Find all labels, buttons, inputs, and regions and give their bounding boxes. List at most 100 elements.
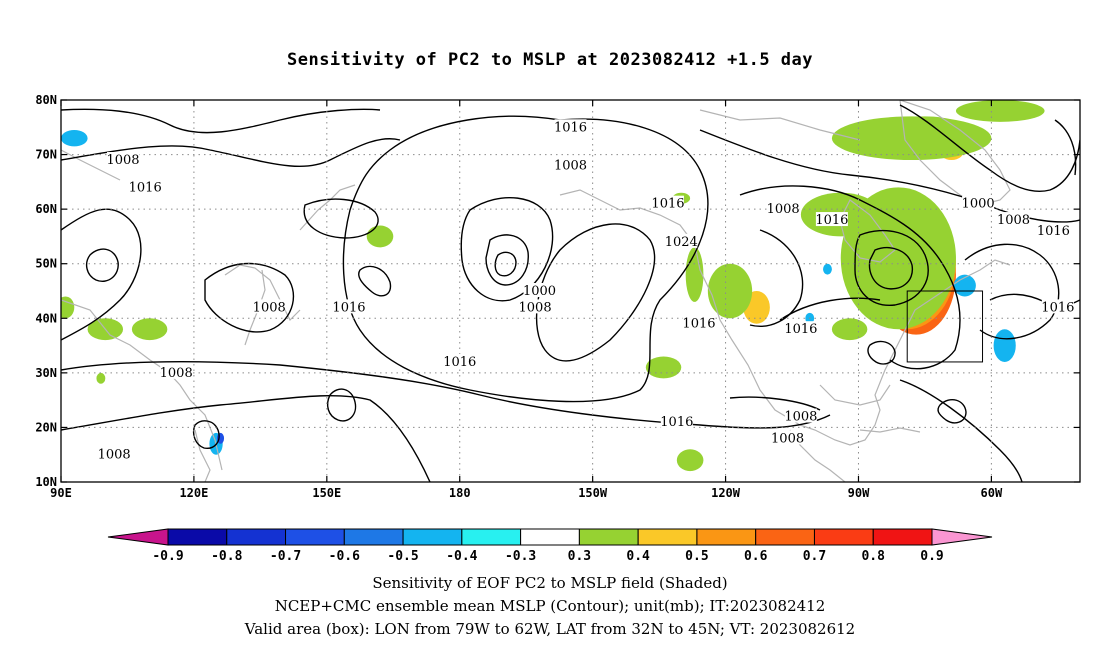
x-tick-label: 120W bbox=[711, 486, 741, 500]
colorbar-label: 0.9 bbox=[920, 549, 943, 564]
colorbar-arrow-left bbox=[107, 528, 169, 546]
coastline bbox=[819, 384, 891, 406]
contour-label: 1008 bbox=[784, 410, 817, 425]
shaded-region bbox=[61, 296, 75, 319]
shaded-region bbox=[707, 263, 753, 319]
coastline bbox=[699, 109, 861, 141]
y-tick-label: 20N bbox=[35, 420, 57, 434]
contour-label-bg bbox=[651, 195, 684, 210]
y-tick-label: 40N bbox=[35, 311, 57, 325]
colorbar-label: -0.4 bbox=[446, 549, 477, 564]
colorbar: -0.9 -0.8 -0.7 -0.6 -0.5 -0.4 -0.3 0.3 0.4 0.5 0.6… bbox=[107, 528, 993, 564]
shaded-region bbox=[993, 329, 1016, 362]
mslp-contour bbox=[699, 129, 1080, 223]
mslp-contour bbox=[964, 243, 1060, 340]
shaded-region bbox=[955, 100, 1045, 122]
mslp-contour bbox=[61, 208, 142, 341]
colorbar-box bbox=[285, 528, 345, 546]
y-tick-label: 50N bbox=[35, 257, 57, 271]
contour-label-bg bbox=[784, 408, 817, 423]
contour-label: 1016 bbox=[815, 213, 848, 228]
contour-label-bg bbox=[98, 446, 131, 461]
mslp-contour bbox=[192, 420, 220, 449]
contour-label: 1016 bbox=[660, 415, 693, 430]
mslp-contour bbox=[303, 198, 379, 239]
mslp-contour bbox=[204, 262, 295, 333]
plot-frame bbox=[60, 99, 1081, 483]
mslp-contour bbox=[867, 340, 896, 365]
x-tick-label: 90E bbox=[50, 486, 72, 500]
mslp-contour bbox=[899, 104, 1080, 192]
shaded-region bbox=[685, 247, 704, 302]
y-tick-label: 80N bbox=[35, 93, 57, 107]
shaded-region bbox=[61, 130, 88, 147]
chart-title: Sensitivity of PC2 to MSLP at 2023082412… bbox=[286, 50, 813, 70]
shaded-region bbox=[366, 225, 394, 248]
caption-valid-area: Valid area (box): LON from 79W to 62W, L… bbox=[244, 620, 856, 638]
coastline bbox=[839, 199, 896, 263]
y-tick-label: 30N bbox=[35, 366, 57, 380]
mslp-contour bbox=[485, 234, 529, 286]
contour-label-bg bbox=[660, 413, 693, 428]
x-tick-label: 150W bbox=[578, 486, 608, 500]
contour-label: 1016 bbox=[784, 322, 817, 337]
mslp-contour bbox=[535, 223, 656, 362]
contour-label-bg bbox=[332, 299, 365, 314]
mslp-contour bbox=[61, 108, 381, 134]
contour-label-bg bbox=[767, 201, 800, 216]
x-tick-label: 60W bbox=[981, 486, 1003, 500]
contour-label-bg bbox=[784, 321, 817, 336]
contour-label-bg bbox=[1037, 222, 1070, 237]
shaded-region bbox=[96, 372, 106, 384]
contour-label: 1016 bbox=[129, 180, 162, 195]
contour-label-bg bbox=[443, 353, 476, 368]
y-tick-label: 10N bbox=[35, 475, 57, 489]
colorbar-label: 0.7 bbox=[803, 549, 826, 564]
colorbar-label: 0.3 bbox=[568, 549, 591, 564]
contour-label: 1008 bbox=[160, 366, 193, 381]
colorbar-label: 0.4 bbox=[626, 549, 650, 564]
contour-label-bg bbox=[682, 315, 715, 330]
mslp-contour bbox=[937, 398, 967, 424]
contour-label: 1008 bbox=[519, 300, 552, 315]
mslp-contour bbox=[358, 265, 392, 297]
mslp-contour bbox=[61, 395, 431, 482]
contour-label: 1008 bbox=[997, 213, 1030, 228]
mslp-contour bbox=[854, 229, 929, 306]
shaded-region bbox=[131, 318, 168, 341]
contour-label: 1008 bbox=[106, 153, 139, 168]
contour-label-bg bbox=[107, 152, 140, 167]
mslp-contour bbox=[85, 248, 119, 282]
mslp-contour bbox=[729, 396, 821, 411]
valid-area-box bbox=[906, 290, 984, 363]
colorbar-label: 0.6 bbox=[744, 549, 768, 564]
coastline bbox=[299, 184, 356, 231]
contour-label: 1016 bbox=[1041, 300, 1074, 315]
mslp-contour bbox=[739, 185, 961, 370]
coastline bbox=[194, 429, 211, 482]
contour-label: 1008 bbox=[771, 431, 804, 446]
contour-label: 1008 bbox=[554, 158, 587, 173]
contour-label-bg bbox=[554, 119, 587, 134]
contour-label: 1008 bbox=[98, 448, 131, 463]
colorbar-box bbox=[343, 528, 404, 546]
coastline bbox=[224, 264, 301, 322]
contour-label-bg bbox=[523, 283, 556, 297]
y-tick-label: 70N bbox=[35, 148, 57, 162]
colorbar-box bbox=[755, 528, 815, 546]
mslp-contour bbox=[749, 229, 804, 327]
contour-label: 1000 bbox=[523, 284, 556, 299]
caption-contour: NCEP+CMC ensemble mean MSLP (Contour); u… bbox=[274, 597, 826, 615]
contour-label-bg bbox=[997, 212, 1030, 227]
contour-label-bg bbox=[160, 364, 193, 379]
contour-label: 1016 bbox=[1037, 224, 1070, 239]
mslp-contour bbox=[494, 251, 517, 277]
colorbar-box bbox=[637, 528, 698, 546]
contour-label-bg bbox=[771, 430, 804, 445]
contour-label: 1000 bbox=[962, 197, 995, 212]
colorbar-box bbox=[872, 528, 933, 546]
x-tick-label: 90W bbox=[848, 486, 870, 500]
shaded-region bbox=[645, 356, 682, 379]
